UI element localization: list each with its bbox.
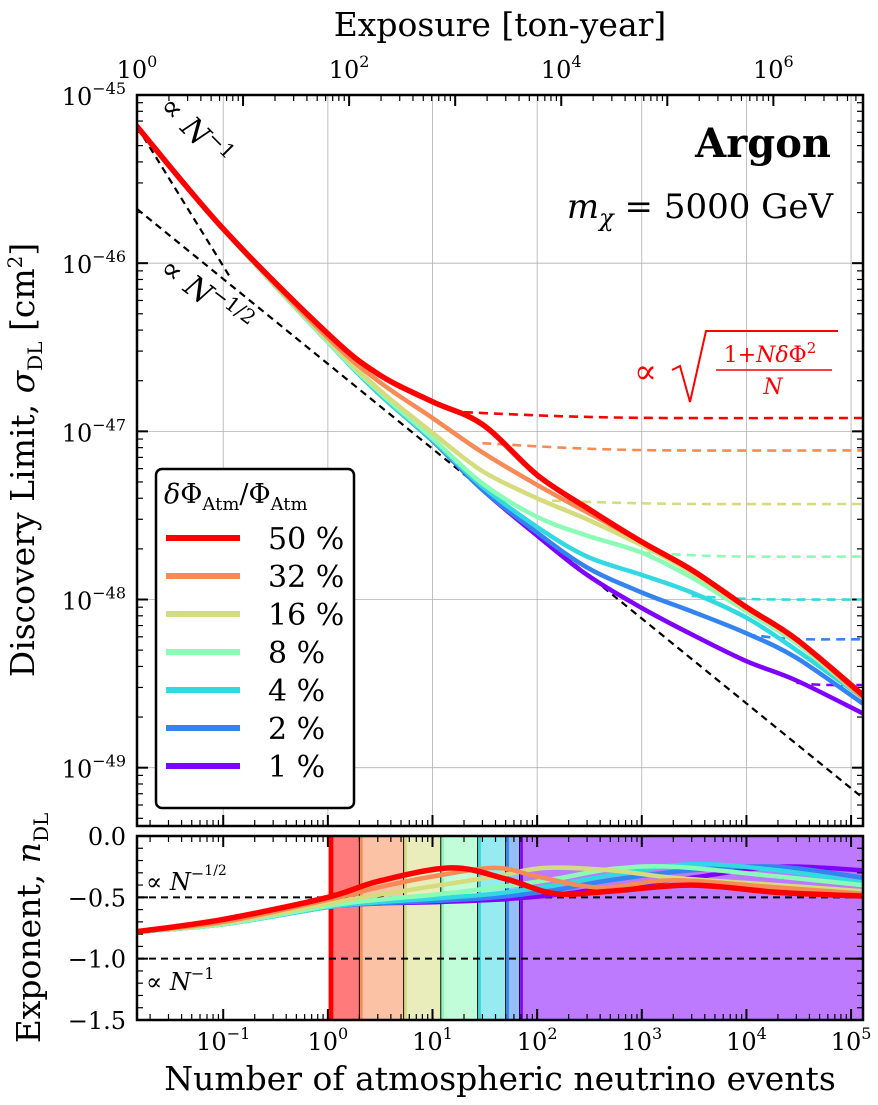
svg-text:N: N: [762, 375, 783, 400]
shaded-region: [477, 836, 506, 1020]
series-line: [137, 123, 863, 698]
y-tick-label: 10−47: [62, 415, 126, 447]
floor-curve: [537, 498, 863, 506]
reference-lines: [137, 125, 863, 799]
floor-curve: [691, 594, 863, 601]
legend-entries: 50 %32 %16 %8 %4 %2 %1 %: [166, 522, 344, 785]
y-tick-label: 10−45: [62, 79, 126, 111]
top-axis-title: Exposure [ton-year]: [334, 5, 667, 44]
exponent-line: [137, 865, 863, 935]
svg-text:1+NδΦ2: 1+NδΦ2: [724, 339, 817, 368]
exponent-panel: 0.0 −0.5 −1.0 −1.5 10−1 100 101 102 103 104 105 ∝…: [9, 813, 871, 1098]
legend-label: 8 %: [268, 636, 325, 671]
y-tick-label: 10−46: [62, 247, 126, 279]
main-frame: [135, 93, 865, 828]
top-tick-label: 104: [541, 52, 582, 84]
y-tick-label: 10−49: [62, 752, 126, 784]
floor-curve: [641, 551, 863, 558]
top-tick-label: 100: [117, 52, 158, 84]
x-tick-label: 103: [621, 1024, 662, 1056]
exponent-y-axis-title: Exponent, nDL: [9, 813, 53, 1044]
ref-nhalf-label: ∝ N−1/2: [146, 863, 227, 896]
legend-label: 1 %: [268, 750, 325, 785]
x-tick-label: 101: [412, 1024, 453, 1056]
floor-curve: [482, 441, 863, 452]
top-tick-label: 106: [753, 52, 794, 84]
reference-line: [137, 125, 233, 281]
shaded-region: [403, 836, 441, 1020]
main-y-axis-title: Discovery Limit, σDL [cm2]: [3, 243, 47, 678]
x-tick-label: 10−1: [196, 1024, 250, 1056]
y-tick-label: −1.5: [68, 1007, 126, 1035]
x-tick-label: 104: [726, 1024, 767, 1056]
ref-n1-label: ∝ N−1: [146, 964, 214, 996]
x-tick-label: 105: [831, 1024, 872, 1056]
slope-nhalf-label: ∝ N−1/2: [153, 247, 260, 341]
shaded-region: [330, 836, 360, 1020]
x-tick-label: 100: [307, 1024, 348, 1056]
x-tick-label: 102: [517, 1024, 558, 1056]
svg-text:∝: ∝: [634, 352, 657, 392]
target-label: Argon: [694, 120, 831, 167]
main-panel: Exposure [ton-year] 100 102 104 106 10−4510…: [3, 5, 865, 828]
x-tick-labels: 10−1 100 101 102 103 104 105: [196, 1024, 871, 1056]
legend-label: 32 %: [268, 560, 344, 595]
shaded-region: [440, 836, 478, 1020]
main-y-tick-labels: 10−45 10−46 10−47 10−48 10−49: [62, 79, 126, 784]
floor-formula: ∝ 1+NδΦ2 N: [634, 330, 838, 403]
legend-box: [154, 467, 356, 810]
legend: δΦAtm/ΦAtm 50 %32 %16 %8 %4 %2 %1 %: [154, 467, 356, 810]
exponent-frame: [135, 834, 865, 1022]
top-tick-labels: 100 102 104 106: [117, 52, 794, 84]
legend-label: 16 %: [268, 598, 344, 633]
y-tick-label: −0.5: [68, 884, 126, 912]
y-tick-label: 0.0: [88, 823, 126, 851]
legend-label: 50 %: [268, 522, 344, 557]
mass-label: mχ = 5000 GeV: [567, 187, 835, 232]
y-tick-label: 10−48: [62, 584, 126, 616]
floor-curves: [463, 410, 863, 687]
top-tick-label: 102: [329, 52, 370, 84]
legend-label: 2 %: [268, 712, 325, 747]
exponent-y-tick-labels: 0.0 −0.5 −1.0 −1.5: [68, 823, 126, 1035]
legend-label: 4 %: [268, 674, 325, 709]
series-curves: [137, 123, 863, 716]
floor-curve: [463, 410, 863, 420]
y-tick-label: −1.0: [68, 946, 126, 974]
x-axis-title: Number of atmospheric neutrino events: [164, 1059, 836, 1098]
shaded-regions: [328, 836, 863, 1020]
exponent-curves: [137, 861, 863, 935]
legend-title: δΦAtm/ΦAtm: [164, 479, 308, 515]
shaded-region: [359, 836, 404, 1020]
